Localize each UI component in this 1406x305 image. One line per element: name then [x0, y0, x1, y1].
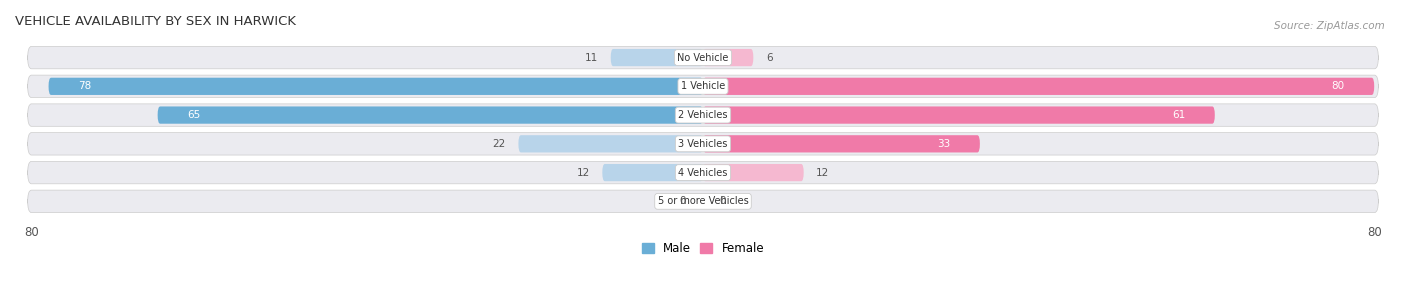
Text: 61: 61 [1173, 110, 1185, 120]
FancyBboxPatch shape [602, 164, 703, 181]
FancyBboxPatch shape [157, 106, 703, 124]
Text: 0: 0 [679, 196, 686, 206]
FancyBboxPatch shape [703, 106, 1215, 124]
FancyBboxPatch shape [28, 104, 1378, 126]
Text: 1 Vehicle: 1 Vehicle [681, 81, 725, 91]
Text: 12: 12 [817, 167, 830, 178]
FancyBboxPatch shape [703, 78, 1374, 95]
FancyBboxPatch shape [519, 135, 703, 152]
Text: 11: 11 [585, 52, 598, 63]
FancyBboxPatch shape [28, 133, 1378, 155]
FancyBboxPatch shape [703, 135, 980, 152]
Text: VEHICLE AVAILABILITY BY SEX IN HARWICK: VEHICLE AVAILABILITY BY SEX IN HARWICK [15, 15, 297, 28]
FancyBboxPatch shape [49, 78, 703, 95]
FancyBboxPatch shape [28, 161, 1378, 184]
Text: 4 Vehicles: 4 Vehicles [678, 167, 728, 178]
Text: 5 or more Vehicles: 5 or more Vehicles [658, 196, 748, 206]
Text: 80: 80 [1331, 81, 1346, 91]
Text: 3 Vehicles: 3 Vehicles [678, 139, 728, 149]
FancyBboxPatch shape [703, 49, 754, 66]
Legend: Male, Female: Male, Female [637, 237, 769, 260]
FancyBboxPatch shape [28, 190, 1378, 213]
Text: No Vehicle: No Vehicle [678, 52, 728, 63]
FancyBboxPatch shape [703, 164, 804, 181]
Text: 6: 6 [766, 52, 772, 63]
Text: Source: ZipAtlas.com: Source: ZipAtlas.com [1274, 21, 1385, 31]
Text: 78: 78 [77, 81, 91, 91]
Text: 0: 0 [720, 196, 727, 206]
FancyBboxPatch shape [610, 49, 703, 66]
FancyBboxPatch shape [28, 46, 1378, 69]
Text: 65: 65 [187, 110, 200, 120]
FancyBboxPatch shape [28, 75, 1378, 98]
Text: 12: 12 [576, 167, 589, 178]
Text: 22: 22 [492, 139, 506, 149]
Text: 33: 33 [938, 139, 950, 149]
Text: 2 Vehicles: 2 Vehicles [678, 110, 728, 120]
